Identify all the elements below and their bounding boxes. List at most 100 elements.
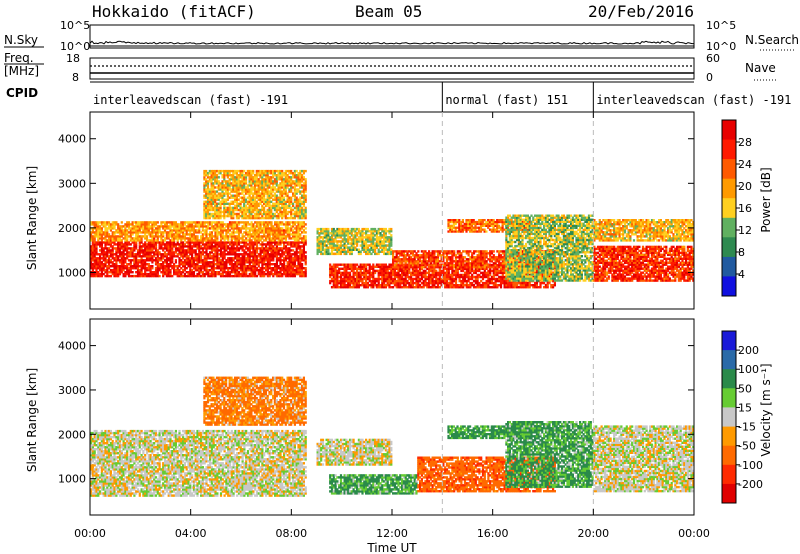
data-cell (281, 170, 283, 172)
data-cell (220, 195, 222, 197)
data-cell (159, 275, 161, 277)
cpid-panel: CPID interleavedscan (fast) -191 normal (… (6, 82, 791, 112)
data-cell (365, 266, 367, 268)
data-cell (305, 178, 307, 180)
nsky-label: N.Sky (4, 33, 38, 47)
data-cell (378, 280, 380, 282)
data-cell (305, 255, 307, 257)
data-cell (274, 186, 276, 188)
nsky-frame (90, 25, 694, 48)
data-cell (220, 209, 222, 211)
data-cell (296, 170, 298, 172)
data-cell (274, 170, 276, 172)
data-cell (132, 271, 134, 273)
data-cell (238, 174, 240, 176)
data-cell (223, 195, 225, 197)
data-cell (238, 213, 240, 215)
data-cell (121, 221, 123, 223)
data-cell (305, 241, 307, 243)
data-cell (305, 180, 307, 182)
power-heatmap (90, 170, 694, 289)
data-cell (305, 267, 307, 269)
data-cell (305, 207, 307, 209)
data-cell (372, 274, 374, 276)
data-cell (220, 182, 222, 184)
data-cell (290, 190, 292, 192)
data-cell (245, 180, 247, 182)
data-cell (164, 251, 166, 253)
data-cell (369, 264, 371, 266)
data-cell (258, 205, 260, 207)
data-cell (113, 263, 115, 265)
data-cell (256, 201, 258, 203)
freq-frame (90, 58, 694, 79)
data-cell (276, 180, 278, 182)
data-cell (305, 170, 307, 172)
nsky-trace (90, 41, 694, 45)
data-cell (214, 263, 216, 265)
nave-label: Nave (745, 61, 776, 75)
data-cell (164, 237, 166, 239)
data-cell (256, 180, 258, 182)
data-cell (290, 186, 292, 188)
nsearch-label: N.Search (745, 33, 799, 47)
data-cell (238, 186, 240, 188)
data-cell (274, 213, 276, 215)
data-cell (157, 221, 159, 223)
data-cell (305, 195, 307, 197)
data-cell (256, 172, 258, 174)
data-cell (290, 209, 292, 211)
data-cell (329, 264, 331, 266)
data-cell (214, 267, 216, 269)
data-cell (205, 170, 207, 172)
data-cell (305, 251, 307, 253)
data-cell (274, 195, 276, 197)
data-cell (256, 195, 258, 197)
data-cell (220, 215, 222, 217)
data-cell (218, 176, 220, 178)
data-cell (238, 170, 240, 172)
data-cell (305, 231, 307, 233)
data-cell (256, 188, 258, 190)
data-cell (256, 205, 258, 207)
data-cell (220, 170, 222, 172)
cpid-label: CPID (6, 86, 38, 100)
data-cell (290, 201, 292, 203)
data-cell (220, 172, 222, 174)
freq-unit-label: [MHz] (4, 64, 39, 78)
beam-title: Beam 05 (355, 2, 422, 21)
data-cell (113, 231, 115, 233)
data-cell (290, 180, 292, 182)
data-cell (274, 192, 276, 194)
data-cell (290, 176, 292, 178)
nave-tick-top: 60 (706, 52, 720, 65)
freq-panel: Freq. [MHz] 18 8 60 0 Nave (4, 51, 776, 84)
date-title: 20/Feb/2016 (588, 2, 694, 21)
data-cell (303, 172, 305, 174)
data-cell (390, 228, 392, 231)
data-cell (263, 247, 265, 249)
nsky-tick-top: 10^5 (60, 19, 90, 32)
data-cell (274, 172, 276, 174)
freq-tick-top: 18 (66, 52, 80, 65)
cpid-segment-label: normal (fast) 151 (445, 93, 568, 107)
data-cell (164, 265, 166, 267)
data-cell (290, 170, 292, 172)
data-cell (220, 192, 222, 194)
cpid-segment-label: interleavedscan (fast) -191 (93, 93, 288, 107)
data-cell (274, 205, 276, 207)
nsky-panel: N.Sky 10^5 10^0 10^5 10^0 N.Search (4, 19, 799, 53)
data-cell (220, 201, 222, 203)
data-cell (305, 209, 307, 211)
data-cell (220, 186, 222, 188)
data-cell (305, 235, 307, 237)
data-cell (113, 247, 115, 249)
data-cell (238, 209, 240, 211)
data-cell (256, 176, 258, 178)
data-cell (214, 241, 216, 243)
data-cell (243, 170, 245, 172)
data-cell (263, 243, 265, 245)
data-cell (305, 223, 307, 225)
data-cell (238, 205, 240, 207)
